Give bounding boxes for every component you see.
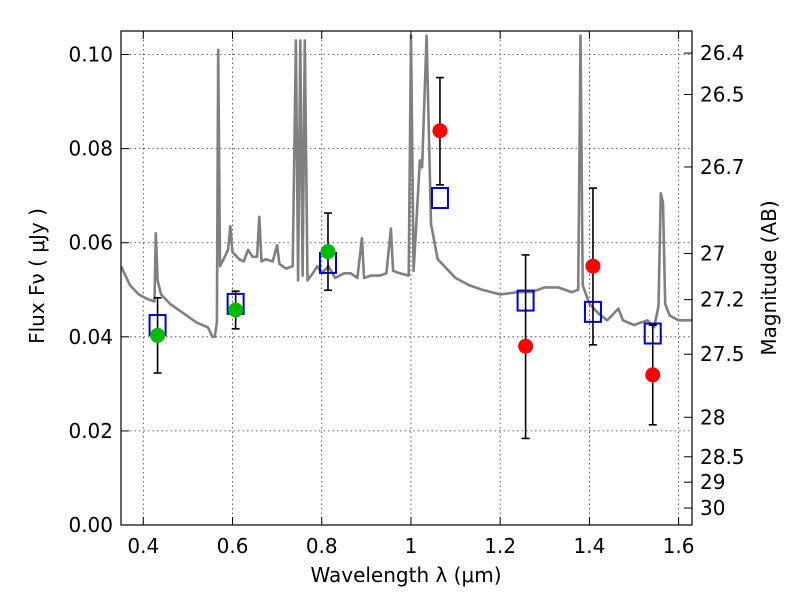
y-tick-label: 0.00 bbox=[68, 513, 113, 537]
x-tick-label: 1 bbox=[405, 534, 418, 558]
right-tick-label: 28.5 bbox=[700, 445, 745, 469]
axes bbox=[120, 30, 693, 526]
observed-flux-point bbox=[585, 258, 601, 274]
y-tick-label: 0.06 bbox=[68, 231, 113, 255]
x-tick-label: 0.8 bbox=[306, 534, 338, 558]
right-tick-label: 30 bbox=[700, 496, 725, 520]
observed-flux-point bbox=[432, 123, 448, 139]
plot-area bbox=[121, 31, 692, 525]
right-tick-label: 28 bbox=[700, 405, 725, 429]
right-tick-label: 29 bbox=[700, 470, 725, 494]
y-tick-label: 0.04 bbox=[68, 325, 113, 349]
right-tick-label: 26.4 bbox=[700, 41, 745, 65]
model-flux-box bbox=[430, 187, 449, 210]
observed-flux-point bbox=[150, 327, 166, 343]
observed-flux-point bbox=[228, 302, 244, 318]
x-tick-label: 0.4 bbox=[127, 534, 159, 558]
series-layer bbox=[121, 34, 692, 440]
x-tick-label: 0.6 bbox=[217, 534, 249, 558]
right-tick-label: 27 bbox=[700, 242, 725, 266]
observed-flux-point bbox=[645, 367, 661, 383]
x-axis-label: Wavelength λ (μm) bbox=[310, 563, 501, 587]
x-tick-label: 1.4 bbox=[573, 534, 605, 558]
right-tick-label: 26.5 bbox=[700, 83, 745, 107]
right-tick-label: 27.2 bbox=[700, 288, 745, 312]
y-tick-label: 0.08 bbox=[68, 137, 113, 161]
right-axis-label-group: Magnitude (AB) bbox=[757, 200, 781, 355]
right-axis-label: Magnitude (AB) bbox=[757, 200, 781, 355]
x-tick-label: 1.2 bbox=[484, 534, 516, 558]
y-tick-label: 0.02 bbox=[68, 419, 113, 443]
plot-clip-group bbox=[121, 34, 692, 440]
observed-flux-point bbox=[320, 244, 336, 260]
plot-background bbox=[121, 31, 692, 525]
y-axis-label: Flux Fν ( μJy ) bbox=[25, 208, 49, 344]
y-tick-label: 0.10 bbox=[68, 43, 113, 67]
y-axis-label-group: Flux Fν ( μJy ) bbox=[25, 208, 49, 344]
tick-labels: 0.4 0.6 0.8 1 1.2 1.4 1.6 0.00 0.02 0.04 0.06 0.08 0… bbox=[68, 41, 744, 558]
right-tick-label: 27.5 bbox=[700, 342, 745, 366]
right-tick-label: 26.7 bbox=[700, 155, 745, 179]
x-tick-label: 1.6 bbox=[663, 534, 695, 558]
axes-frame bbox=[120, 30, 693, 526]
observed-flux-point bbox=[518, 338, 534, 354]
spectrum-line bbox=[121, 34, 692, 339]
